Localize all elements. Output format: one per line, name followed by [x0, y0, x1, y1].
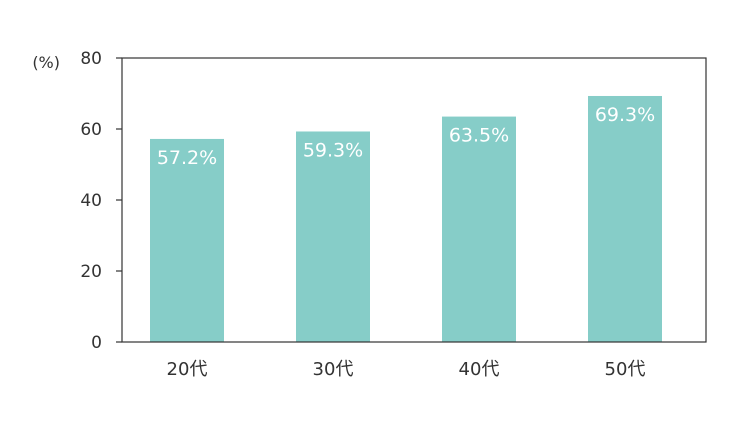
y-tick-label: 80	[80, 49, 102, 69]
x-category-label: 50代	[605, 359, 646, 380]
y-tick-label: 40	[80, 191, 102, 211]
bar	[588, 95, 662, 342]
bar-value-label: 57.2%	[157, 147, 217, 169]
y-tick-label: 60	[80, 120, 102, 140]
y-tick-label: 20	[80, 262, 102, 282]
y-tick-label: 0	[91, 333, 102, 353]
bar	[442, 116, 516, 342]
bar	[150, 138, 224, 342]
bar	[296, 131, 370, 342]
x-category-label: 30代	[313, 359, 354, 380]
bars-layer	[150, 95, 662, 342]
bar-value-label: 69.3%	[595, 104, 655, 126]
bar-value-label: 63.5%	[449, 125, 509, 147]
x-category-label: 40代	[459, 359, 500, 380]
y-axis: 0 20 40 60 80	[80, 49, 122, 353]
x-category-label: 20代	[167, 359, 208, 380]
bar-value-label: 59.3%	[303, 139, 363, 161]
data-labels: 57.2% 59.3% 63.5% 69.3%	[157, 104, 655, 169]
y-axis-unit-label: (%)	[32, 53, 60, 72]
x-axis: 20代 30代 40代 50代	[167, 359, 646, 380]
